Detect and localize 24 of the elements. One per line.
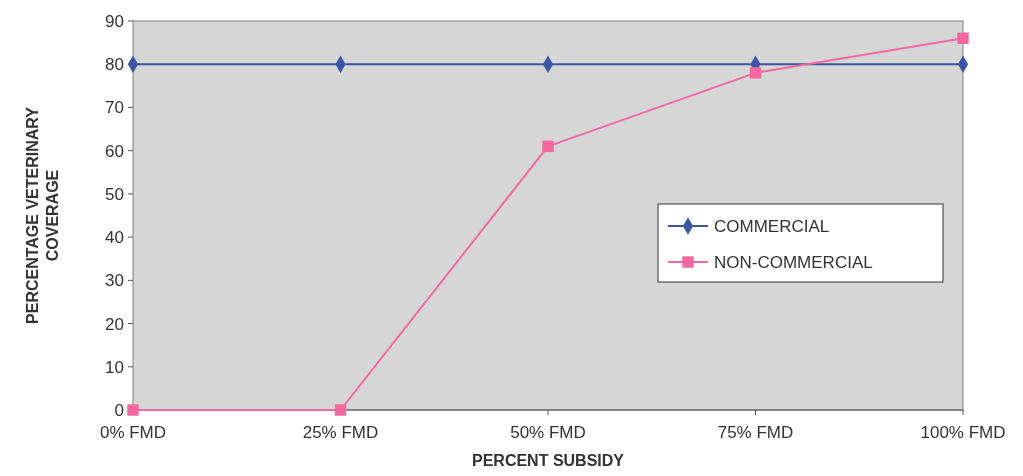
legend-label: COMMERCIAL	[714, 216, 830, 236]
y-tick-label: 0	[114, 400, 124, 420]
x-tick-label: 0% FMD	[99, 423, 167, 442]
y-tick-label: 40	[105, 228, 124, 248]
x-tick-label: 100% FMD	[920, 423, 1006, 442]
point	[542, 140, 554, 153]
point	[127, 404, 139, 416]
legend-label: NON-COMMERCIAL	[714, 252, 873, 272]
point	[957, 32, 969, 44]
y-tick-label: 90	[105, 11, 124, 31]
x-tick-label: 25% FMD	[302, 423, 379, 442]
y-tick-label: 10	[105, 357, 124, 377]
y-tick-label: 50	[105, 184, 124, 204]
y-tick-label: 70	[105, 98, 124, 118]
y-tick-label: 20	[105, 314, 124, 334]
y-tick-label: 30	[105, 271, 124, 291]
y-tick-label: 80	[105, 55, 124, 75]
x-tick-label: 75% FMD	[717, 423, 794, 442]
y-axis-title: PERCENTAGE VETERINARY COVERAGE	[24, 106, 61, 324]
x-axis-title: PERCENT SUBSIDY	[471, 452, 625, 469]
point	[749, 67, 762, 79]
y-tick-label: 60	[105, 141, 124, 161]
x-tick-label: 50% FMD	[510, 423, 586, 442]
point	[334, 404, 347, 416]
